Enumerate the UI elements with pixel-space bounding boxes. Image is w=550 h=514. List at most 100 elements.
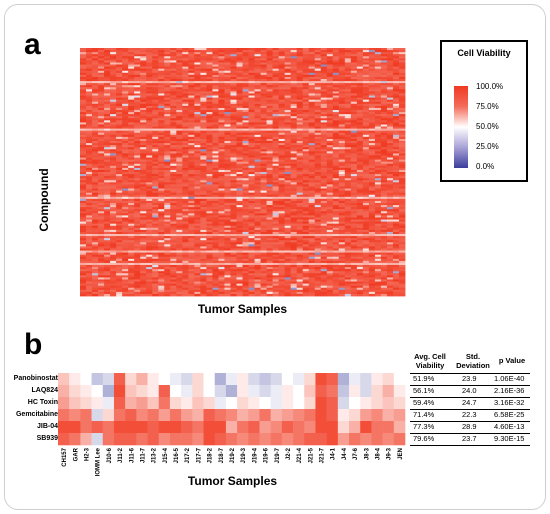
heatmap-a-cell (314, 167, 322, 171)
heatmap-a-cell (326, 209, 334, 212)
heatmap-a-cell (344, 219, 352, 222)
heatmap-a-cell (104, 145, 111, 148)
heatmap-a-cell (260, 93, 267, 96)
heatmap-a-cell (260, 70, 267, 74)
heatmap-a-cell (290, 79, 298, 82)
heatmap-a-cell (326, 200, 334, 204)
heatmap-a-cell (116, 215, 123, 218)
heatmap-a-cell (152, 141, 159, 144)
heatmap-a-cell (380, 172, 388, 175)
heatmap-a-cell (230, 157, 237, 160)
heatmap-a-cell (242, 114, 249, 117)
heatmap-a-cell (344, 70, 352, 74)
heatmap-a-cell (326, 141, 334, 144)
heatmap-a-cell (284, 209, 292, 212)
heatmap-a-cell (248, 62, 255, 65)
heatmap-a-cell (104, 186, 111, 189)
heatmap-a-cell (110, 56, 117, 59)
heatmap-a-cell (314, 200, 322, 204)
heatmap-a-cell (260, 163, 267, 167)
heatmap-a-cell (380, 219, 388, 222)
heatmap-a-cell (86, 62, 93, 65)
heatmap-a-cell (92, 172, 99, 175)
heatmap-a-cell (218, 215, 225, 218)
heatmap-a-cell (314, 182, 322, 185)
heatmap-a-cell (314, 157, 322, 160)
heatmap-a-cell (254, 180, 261, 183)
heatmap-a-cell (254, 124, 261, 127)
heatmap-a-cell (254, 203, 261, 206)
heatmap-a-cell (392, 143, 400, 146)
heatmap-a-cell (212, 196, 219, 200)
heatmap-a-cell (242, 56, 249, 59)
heatmap-a-cell (134, 116, 141, 119)
heatmap-a-cell (122, 138, 129, 142)
heatmap-a-cell (212, 87, 219, 90)
heatmap-a-cell (104, 50, 111, 53)
heatmap-a-cell (350, 81, 358, 84)
heatmap-a-cell (248, 155, 255, 158)
heatmap-a-cell (224, 79, 231, 82)
heatmap-a-cell (362, 229, 370, 233)
heatmap-a-cell (320, 76, 328, 80)
heatmap-a-cell (158, 97, 165, 101)
heatmap-a-cell (380, 120, 388, 123)
heatmap-a-cell (212, 200, 219, 204)
heatmap-a-cell (80, 188, 87, 191)
heatmap-a-cell (134, 172, 141, 175)
heatmap-a-cell (218, 64, 225, 67)
heatmap-a-cell (224, 89, 231, 92)
heatmap-a-cell (212, 58, 219, 61)
heatmap-a-cell (386, 103, 394, 107)
heatmap-a-cell (392, 169, 400, 173)
heatmap-a-cell (386, 215, 394, 218)
heatmap-a-cell (254, 54, 261, 57)
heatmap-a-cell (158, 128, 165, 132)
heatmap-a-cell (272, 107, 280, 111)
heatmap-a-cell (326, 89, 334, 92)
heatmap-a-cell (344, 110, 352, 113)
heatmap-a-cell (380, 178, 388, 181)
heatmap-a-cell (272, 72, 280, 76)
heatmap-a-cell (224, 147, 231, 150)
heatmap-a-cell (140, 81, 147, 84)
heatmap-a-cell (116, 85, 123, 88)
heatmap-a-cell (146, 99, 153, 103)
heatmap-a-cell (176, 132, 183, 136)
heatmap-a-cell (224, 101, 231, 105)
heatmap-a-cell (230, 48, 237, 51)
heatmap-a-cell (194, 188, 201, 191)
heatmap-a-cell (326, 169, 334, 173)
heatmap-a-cell (362, 70, 370, 74)
heatmap-a-cell (380, 165, 388, 169)
heatmap-a-cell (146, 101, 153, 105)
heatmap-a-cell (326, 85, 334, 88)
heatmap-a-cell (344, 87, 352, 90)
heatmap-a-cell (206, 64, 213, 67)
heatmap-a-cell (122, 91, 129, 94)
heatmap-a-cell (86, 209, 93, 212)
heatmap-a-cell (170, 176, 177, 179)
heatmap-a-cell (224, 130, 231, 134)
heatmap-a-cell (164, 143, 171, 146)
heatmap-a-cell (98, 107, 105, 111)
heatmap-a-cell (86, 103, 93, 107)
heatmap-a-cell (302, 186, 310, 189)
heatmap-a-cell (392, 157, 400, 160)
heatmap-a-cell (146, 182, 153, 185)
heatmap-a-cell (218, 58, 225, 61)
heatmap-a-cell (152, 126, 159, 129)
heatmap-a-cell (266, 101, 273, 105)
heatmap-a-cell (80, 217, 87, 220)
heatmap-a-cell (230, 64, 237, 67)
heatmap-a-cell (116, 149, 123, 152)
heatmap-a-cell (368, 122, 376, 125)
heatmap-a-cell (152, 101, 159, 105)
heatmap-a-cell (284, 72, 292, 76)
heatmap-a-cell (272, 60, 280, 63)
heatmap-a-cell (386, 128, 394, 132)
heatmap-a-cell (110, 176, 117, 179)
heatmap-a-cell (200, 227, 207, 231)
heatmap-a-cell (134, 126, 141, 129)
heatmap-a-cell (248, 178, 255, 181)
